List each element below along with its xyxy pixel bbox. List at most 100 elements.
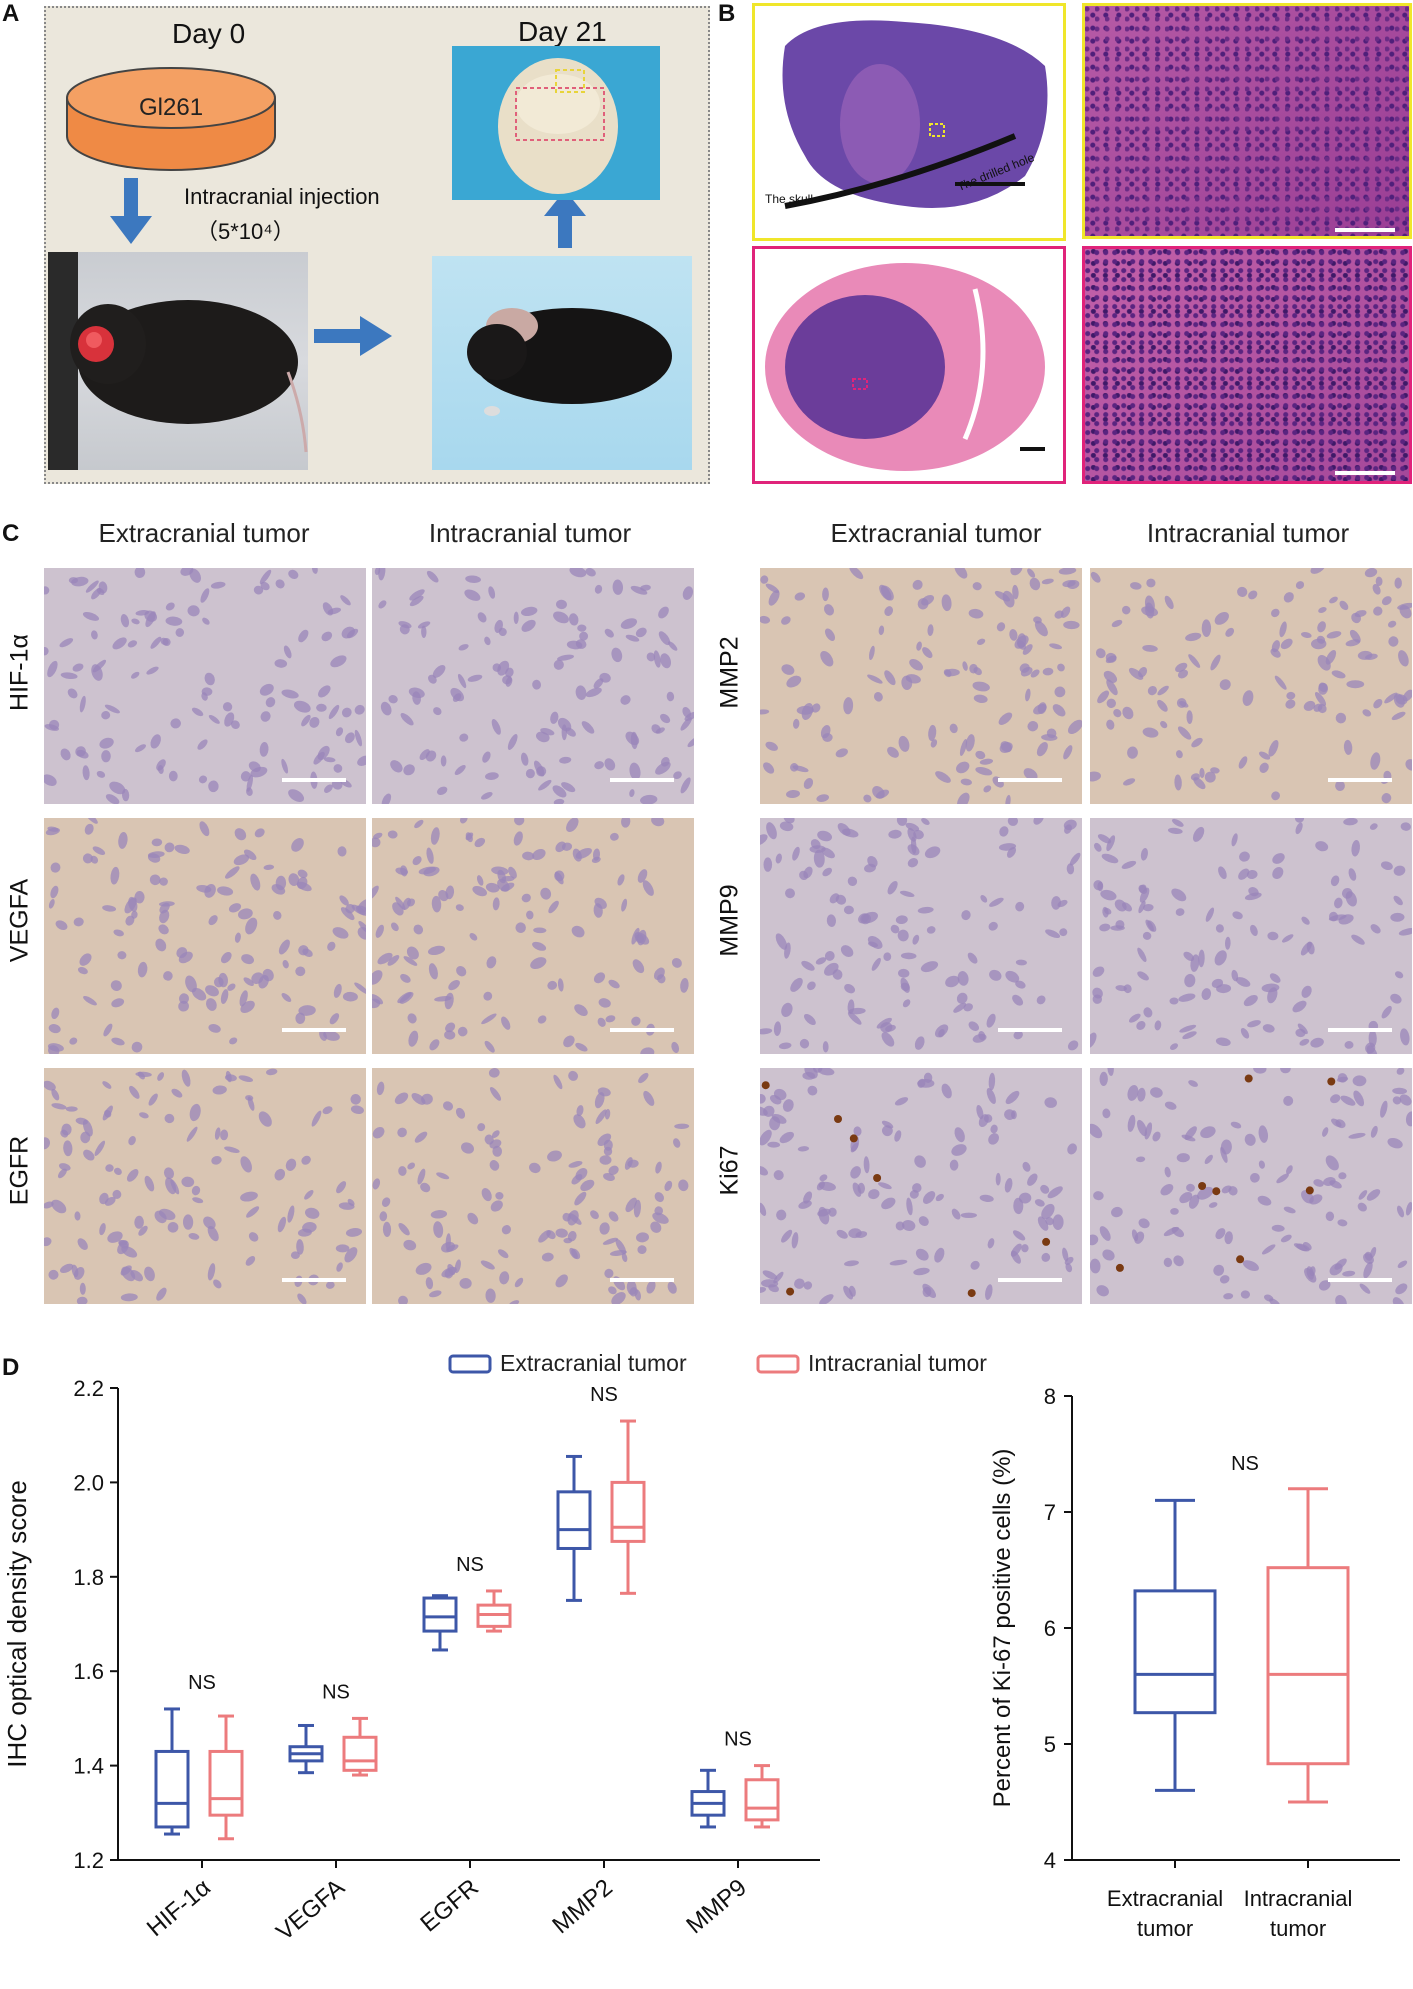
box-intracranial [476,1589,512,1633]
col-header-extracranial-right: Extracranial tumor [830,518,1042,548]
ns-annotation: NS [456,1554,484,1576]
ihc-tile [44,818,366,1054]
col-header-extracranial-left: Extracranial tumor [98,518,310,548]
injection-dose: （5*10⁴） [196,219,295,244]
box-intracranial [1266,1487,1350,1804]
ihc-tile [760,568,1082,804]
scale-bar [282,1278,346,1282]
ns-annotation: NS [590,1384,618,1406]
ihc-tile [372,568,694,804]
injection-label: Intracranial injection [184,184,380,209]
y-axis-label: Percent of Ki-67 positive cells (%) [989,1449,1016,1808]
scale-bar [610,778,674,782]
box-extracranial [1133,1498,1217,1792]
box-intracranial [342,1716,378,1777]
x-tick-label: tumor [1270,1916,1326,1941]
ns-annotation: NS [322,1681,350,1703]
scale-bar [282,1028,346,1032]
row-label-egfr: EGFR [5,1135,34,1206]
scale-bar [1328,1028,1392,1032]
x-tick-label: HIF-1α [142,1874,216,1942]
box-intracranial [610,1419,646,1595]
ihc-tile [1090,818,1412,1054]
panel-label-d: D [2,1354,20,1381]
arrow-up-icon [544,190,586,248]
ihc-density-boxplot: 1.2 1.4 1.6 1.8 2.0 2.2 IHC optical density sc… [2,1380,820,1946]
arrow-right-icon [314,316,392,356]
scale-bar [1335,228,1395,232]
legend-swatch-extracranial [448,1354,492,1374]
box-iqr [1266,1566,1350,1766]
he-intracranial-zoom [1082,246,1412,484]
he-intracranial-overview [752,246,1066,484]
box-iqr [422,1596,458,1633]
ihc-tile [1090,1068,1412,1304]
x-tick-label: Extracranial [1107,1886,1223,1911]
y-tick-label: 5 [1044,1732,1056,1757]
box-extracranial [422,1594,458,1652]
brain-photo [452,46,660,200]
petri-dish-icon [66,67,276,171]
panel-label-c: C [2,520,20,547]
day21-label: Day 21 [518,16,607,47]
scale-bar [1328,1278,1392,1282]
box-iqr [154,1749,190,1829]
y-tick-label: 2.2 [73,1380,104,1401]
ihc-tile [1090,568,1412,804]
legend-swatch-intracranial [756,1354,800,1374]
scale-bar [610,1028,674,1032]
scale-bar [998,778,1062,782]
col-header-intracranial-left: Intracranial tumor [428,518,632,548]
y-axis-label: IHC optical density score [2,1480,32,1768]
row-label-hif1a: HIF-1α [5,634,34,711]
x-tick-label: Intracranial [1244,1886,1353,1911]
box-iqr [610,1480,646,1543]
scale-bar [282,778,346,782]
scale-bar [998,1278,1062,1282]
panel-label-b: B [718,0,736,27]
y-tick-label: 1.4 [73,1754,104,1779]
y-tick-label: 7 [1044,1500,1056,1525]
box-intracranial [208,1714,244,1841]
dish-cell-line-label: Gl261 [139,94,204,121]
mouse-injection-photo [48,252,308,470]
ns-annotation: NS [188,1672,216,1694]
legend-label-extracranial: Extracranial tumor [500,1350,687,1376]
y-tick-label: 1.2 [73,1848,104,1873]
mouse-recovery-photo [432,256,692,470]
legend-label-intracranial: Intracranial tumor [808,1350,987,1376]
he-extracranial-overview: The skull The drilled hole [752,3,1066,241]
y-tick-label: 1.6 [73,1659,104,1684]
col-header-intracranial-right: Intracranial tumor [1146,518,1350,548]
ihc-tile [372,818,694,1054]
scale-bar [1328,778,1392,782]
row-label-ki67: Ki67 [715,1145,744,1196]
ihc-tile [44,568,366,804]
skull-label: The skull [765,192,814,206]
row-label-vegfa: VEGFA [5,878,34,963]
scale-bar [998,1028,1062,1032]
x-tick-label: EGFR [415,1874,483,1938]
day0-label: Day 0 [172,18,246,49]
ihc-tile [760,818,1082,1054]
ihc-tile [760,1068,1082,1304]
x-tick-label: VEGFA [271,1874,350,1946]
row-label-mmp2: MMP2 [715,636,744,709]
ki67-percent-boxplot: 4 5 6 7 8 Percent of Ki-67 positive cells (%)… [989,1384,1400,1941]
x-tick-label: MMP2 [547,1874,617,1939]
ns-annotation: NS [724,1729,752,1751]
ihc-tile [372,1068,694,1304]
box-intracranial [744,1764,780,1829]
box-extracranial [154,1707,190,1836]
box-extracranial [288,1723,324,1775]
y-tick-label: 8 [1044,1384,1056,1409]
box-extracranial [690,1768,726,1829]
box-iqr [342,1735,378,1772]
scale-bar [610,1278,674,1282]
he-extracranial-zoom [1082,3,1412,239]
panel-a-schematic: Day 0 Day 21 Gl261 Intracranial injectio… [44,6,710,484]
box-iqr [208,1749,244,1817]
scale-bar [1335,471,1395,475]
y-tick-label: 4 [1044,1848,1056,1873]
chart-legend: Extracranial tumor Intracranial tumor [448,1350,1048,1380]
